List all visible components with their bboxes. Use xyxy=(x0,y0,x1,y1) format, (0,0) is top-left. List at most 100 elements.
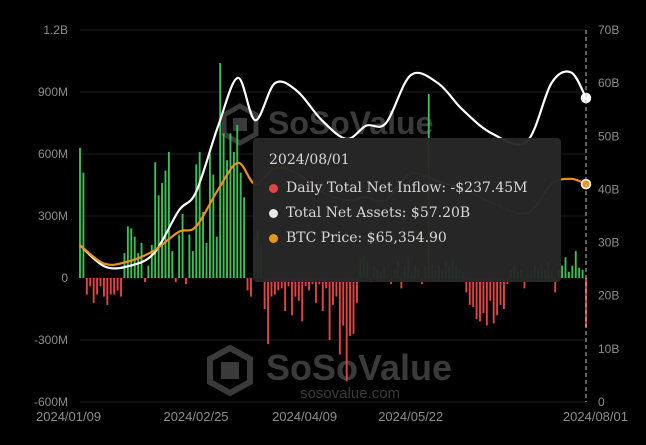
y-left-tick-label: -300M xyxy=(34,333,68,347)
x-tick-label: 2024/04/09 xyxy=(272,409,337,424)
inflow-bar xyxy=(468,278,471,305)
y-right-tick-label: 10B xyxy=(598,342,619,356)
inflow-bar xyxy=(239,172,242,278)
inflow-bar xyxy=(99,278,102,287)
watermark-brand-bottom: SoSoValue xyxy=(266,347,452,388)
inflow-bar xyxy=(212,174,215,278)
inflow-bar xyxy=(328,278,331,340)
inflow-bar xyxy=(308,278,311,291)
watermark-logo-bottom xyxy=(207,344,253,397)
inflow-bar xyxy=(157,195,160,278)
tooltip-assets-text: Total Net Assets: $57.20B xyxy=(286,205,471,221)
inflow-bar xyxy=(250,278,252,297)
inflow-bar xyxy=(219,63,222,278)
inflow-bar xyxy=(106,278,109,305)
inflow-bar xyxy=(581,269,584,278)
inflow-bar xyxy=(472,278,475,307)
tooltip-row-inflow: Daily Total Net Inflow: -$237.45M xyxy=(269,180,545,196)
tooltip-row-assets: Total Net Assets: $57.20B xyxy=(269,205,545,221)
inflow-bar xyxy=(185,278,187,285)
inflow-bar xyxy=(109,278,112,295)
inflow-bar xyxy=(215,236,218,278)
inflow-bar xyxy=(137,253,140,278)
inflow-bar xyxy=(492,278,495,324)
inflow-bar xyxy=(489,278,492,301)
inflow-bar xyxy=(188,234,191,278)
inflow-bar xyxy=(79,147,81,278)
inflow-bar xyxy=(263,278,266,309)
inflow-bar xyxy=(270,278,273,297)
inflow-bar xyxy=(554,278,557,293)
assets-dot-icon xyxy=(269,208,278,218)
inflow-bar xyxy=(123,253,126,278)
inflow-bar xyxy=(304,278,307,287)
inflow-bar xyxy=(147,265,150,278)
x-tick-label: 2024/05/22 xyxy=(378,409,443,424)
y-right-tick-label: 20B xyxy=(598,289,619,303)
inflow-bar xyxy=(338,278,341,355)
inflow-bar xyxy=(96,278,99,295)
inflow-bar xyxy=(92,278,95,303)
inflow-bar xyxy=(332,278,334,305)
inflow-bar xyxy=(113,278,116,295)
inflow-bar xyxy=(267,278,269,345)
inflow-bar xyxy=(150,244,153,278)
x-tick-label: 2024/08/01 xyxy=(563,409,628,424)
inflow-bar xyxy=(335,278,338,297)
inflow-bar xyxy=(585,278,587,328)
inflow-bar xyxy=(301,278,304,322)
inflow-bar xyxy=(561,265,564,278)
inflow-bar xyxy=(144,278,146,283)
inflow-bar xyxy=(567,271,570,278)
inflow-bar xyxy=(578,267,581,278)
inflow-bar xyxy=(202,211,205,278)
inflow-bar xyxy=(349,278,352,336)
inflow-bar xyxy=(291,278,293,316)
inflow-bar xyxy=(246,278,249,291)
y-right-tick-label: 70B xyxy=(598,23,619,37)
inflow-bar xyxy=(120,278,122,297)
tooltip-row-price: BTC Price: $65,354.90 xyxy=(269,230,545,246)
tooltip-inflow-text: Daily Total Net Inflow: -$237.45M xyxy=(286,180,528,196)
watermark-site: sosovalue.com xyxy=(300,385,400,402)
inflow-bar xyxy=(574,251,577,278)
x-tick-label: 2024/02/25 xyxy=(163,409,228,424)
y-left-tick-label: -600M xyxy=(34,395,68,409)
watermark: SoSoValue SoSoValue sosovalue.com xyxy=(207,103,452,402)
y-right-tick-label: 50B xyxy=(598,129,619,143)
inflow-bar xyxy=(102,278,105,297)
inflow-bar xyxy=(161,182,163,278)
inflow-bar xyxy=(342,278,345,326)
inflow-bar xyxy=(400,278,403,289)
inflow-bar xyxy=(564,257,567,278)
inflow-bar xyxy=(195,164,198,278)
inflow-bar xyxy=(479,278,481,322)
inflow-bar xyxy=(287,278,290,287)
y-left-tick-label: 1.2B xyxy=(43,23,68,37)
y-right-tick-label: 60B xyxy=(598,76,619,90)
inflow-bar xyxy=(85,278,88,295)
inflow-bar xyxy=(229,133,232,278)
y-left-tick-label: 0 xyxy=(61,271,68,285)
y-right-tick-label: 30B xyxy=(598,236,619,250)
inflow-bar xyxy=(482,278,485,314)
inflow-bar xyxy=(174,278,177,283)
inflow-bar xyxy=(571,265,574,278)
inflow-bar xyxy=(232,151,235,278)
x-tick-label: 2024/01/09 xyxy=(36,409,101,424)
inflow-bar xyxy=(280,278,283,289)
inflow-bar xyxy=(181,213,184,278)
inflow-bar xyxy=(82,172,85,278)
inflow-bar xyxy=(273,278,276,295)
tooltip-date: 2024/08/01 xyxy=(269,152,350,168)
y-left-tick-label: 300M xyxy=(38,209,68,223)
inflow-bar xyxy=(140,242,143,278)
inflow-bar xyxy=(503,278,505,309)
inflow-bar xyxy=(236,125,239,278)
inflow-bar xyxy=(277,278,280,291)
inflow-bar xyxy=(126,226,129,278)
inflow-bar xyxy=(208,154,211,278)
inflow-bar xyxy=(130,228,133,278)
y-right-tick-label: 0 xyxy=(598,395,605,409)
inflow-bar xyxy=(222,133,225,278)
